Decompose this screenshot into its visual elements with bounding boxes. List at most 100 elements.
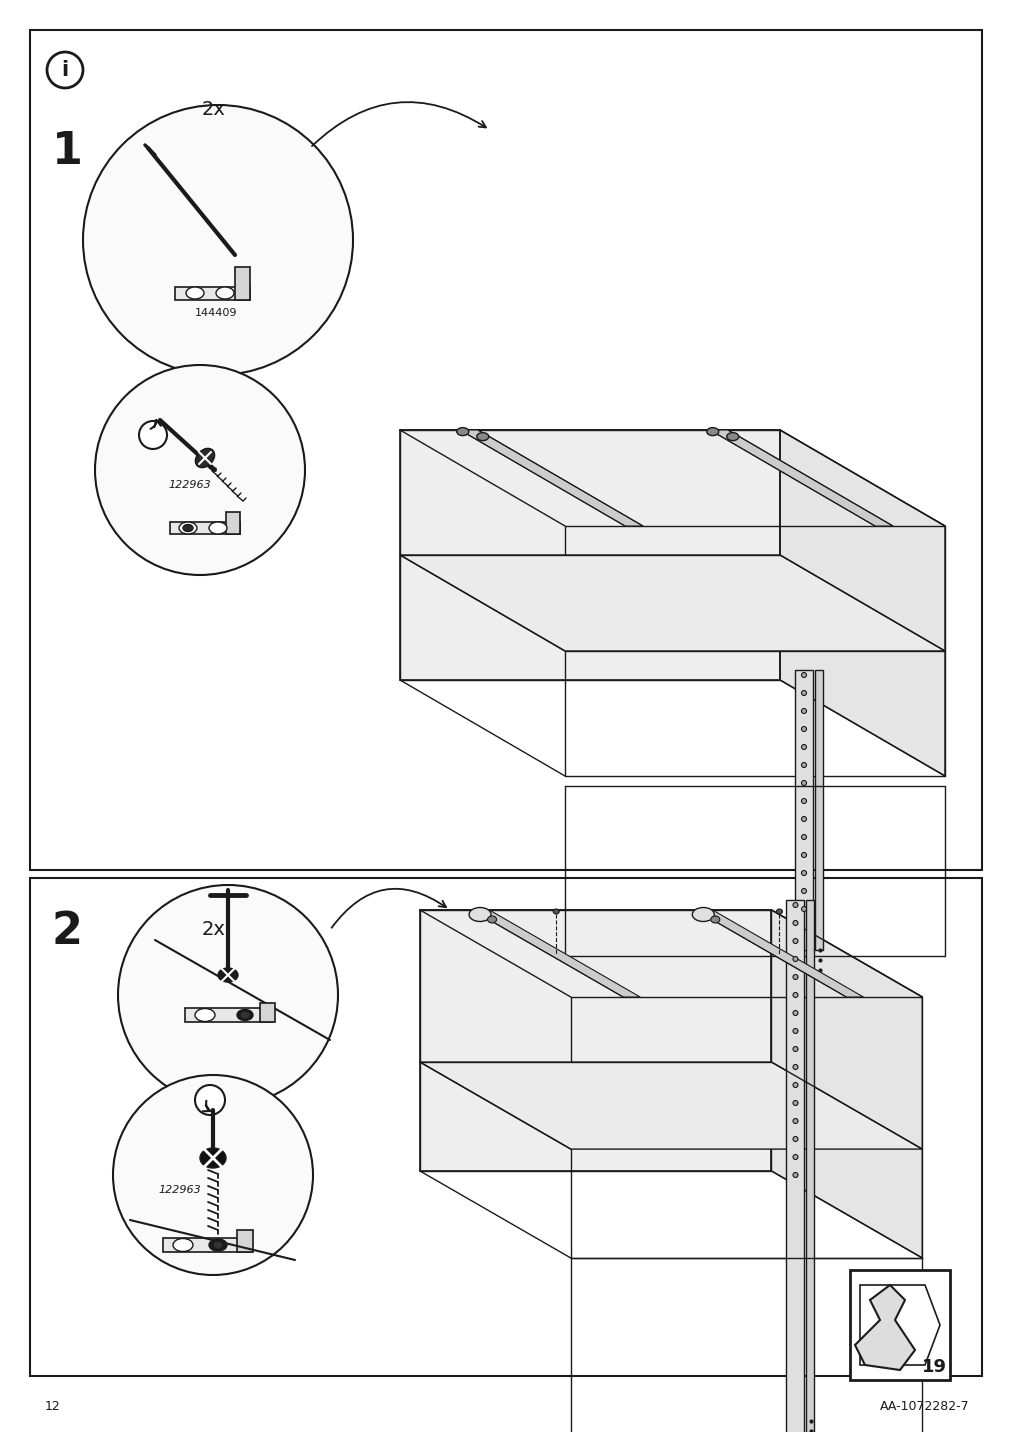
Ellipse shape xyxy=(195,1008,214,1021)
Text: 1: 1 xyxy=(52,130,83,173)
Polygon shape xyxy=(185,1008,273,1022)
Circle shape xyxy=(118,885,338,1106)
Polygon shape xyxy=(859,1285,939,1365)
Ellipse shape xyxy=(195,448,214,468)
Polygon shape xyxy=(460,430,642,526)
Ellipse shape xyxy=(793,1154,798,1160)
Polygon shape xyxy=(779,430,944,776)
Ellipse shape xyxy=(801,690,806,696)
Circle shape xyxy=(83,105,353,375)
Polygon shape xyxy=(472,909,640,997)
Ellipse shape xyxy=(801,871,806,875)
Ellipse shape xyxy=(710,916,719,924)
Ellipse shape xyxy=(801,835,806,839)
Ellipse shape xyxy=(801,673,806,677)
Ellipse shape xyxy=(692,908,714,922)
Polygon shape xyxy=(175,286,250,299)
Circle shape xyxy=(113,1075,312,1274)
Ellipse shape xyxy=(237,1010,253,1021)
Polygon shape xyxy=(854,1285,914,1370)
Polygon shape xyxy=(420,1063,921,1148)
Ellipse shape xyxy=(186,286,204,299)
Ellipse shape xyxy=(793,992,798,998)
Ellipse shape xyxy=(793,1028,798,1034)
Circle shape xyxy=(95,365,304,576)
Circle shape xyxy=(47,52,83,87)
Text: 2x: 2x xyxy=(202,919,225,939)
Polygon shape xyxy=(399,556,944,652)
Ellipse shape xyxy=(793,938,798,944)
Circle shape xyxy=(139,421,167,450)
Ellipse shape xyxy=(487,916,496,924)
FancyArrowPatch shape xyxy=(202,1101,210,1111)
Ellipse shape xyxy=(476,432,488,441)
Text: 2: 2 xyxy=(52,909,83,954)
Ellipse shape xyxy=(801,799,806,803)
Ellipse shape xyxy=(209,1239,226,1252)
Bar xyxy=(30,878,981,1376)
Bar xyxy=(786,899,804,1432)
Ellipse shape xyxy=(793,1064,798,1070)
Ellipse shape xyxy=(793,1101,798,1106)
Polygon shape xyxy=(260,1002,275,1022)
Ellipse shape xyxy=(801,852,806,858)
Ellipse shape xyxy=(801,762,806,768)
Ellipse shape xyxy=(793,1118,798,1124)
Polygon shape xyxy=(163,1239,251,1252)
Ellipse shape xyxy=(801,709,806,713)
Text: 144409: 144409 xyxy=(195,308,238,318)
Ellipse shape xyxy=(217,968,238,982)
Ellipse shape xyxy=(793,902,798,908)
Ellipse shape xyxy=(793,957,798,961)
Ellipse shape xyxy=(456,428,468,435)
Ellipse shape xyxy=(183,524,193,531)
Text: 12: 12 xyxy=(44,1400,61,1413)
Bar xyxy=(814,670,822,949)
Bar xyxy=(806,899,814,1432)
Ellipse shape xyxy=(801,906,806,912)
Bar xyxy=(30,30,981,871)
Ellipse shape xyxy=(209,523,226,534)
Polygon shape xyxy=(695,909,862,997)
Ellipse shape xyxy=(793,1047,798,1051)
Ellipse shape xyxy=(801,780,806,786)
Ellipse shape xyxy=(793,975,798,979)
Polygon shape xyxy=(420,909,770,1171)
Polygon shape xyxy=(710,430,892,526)
Polygon shape xyxy=(235,266,250,299)
Ellipse shape xyxy=(793,1083,798,1087)
Ellipse shape xyxy=(793,1011,798,1015)
Text: 19: 19 xyxy=(921,1358,946,1376)
Ellipse shape xyxy=(801,816,806,822)
Ellipse shape xyxy=(179,523,197,534)
Text: 122963: 122963 xyxy=(158,1186,200,1194)
Ellipse shape xyxy=(468,908,490,922)
Ellipse shape xyxy=(793,1173,798,1177)
Text: AA-1072282-7: AA-1072282-7 xyxy=(880,1400,969,1413)
Polygon shape xyxy=(420,909,921,997)
Text: i: i xyxy=(62,60,69,80)
Ellipse shape xyxy=(173,1239,193,1252)
Polygon shape xyxy=(237,1230,253,1252)
Bar xyxy=(795,670,812,949)
Ellipse shape xyxy=(200,1148,225,1169)
Ellipse shape xyxy=(801,888,806,894)
Text: 2x: 2x xyxy=(202,100,225,119)
Ellipse shape xyxy=(215,286,234,299)
Polygon shape xyxy=(770,909,921,1257)
Ellipse shape xyxy=(793,921,798,925)
Ellipse shape xyxy=(793,1137,798,1141)
FancyArrowPatch shape xyxy=(332,889,446,928)
Text: 122963: 122963 xyxy=(168,480,210,490)
FancyArrowPatch shape xyxy=(311,102,485,146)
Polygon shape xyxy=(399,430,779,680)
Ellipse shape xyxy=(553,909,559,914)
Ellipse shape xyxy=(801,726,806,732)
Ellipse shape xyxy=(801,745,806,749)
Ellipse shape xyxy=(212,1242,222,1249)
Ellipse shape xyxy=(726,432,738,441)
Bar xyxy=(849,1270,949,1380)
Polygon shape xyxy=(170,523,240,534)
FancyArrowPatch shape xyxy=(151,420,161,428)
Polygon shape xyxy=(399,430,944,526)
